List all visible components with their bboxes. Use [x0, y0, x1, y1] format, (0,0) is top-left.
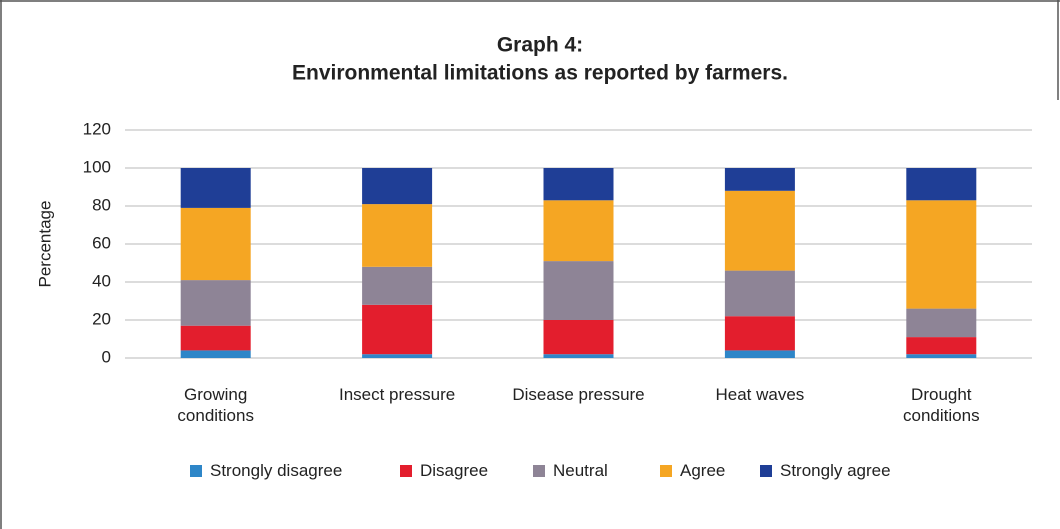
bar-segment: [180, 350, 251, 358]
legend-item: Disagree: [400, 461, 488, 481]
bar-segment: [543, 354, 614, 358]
legend-swatch: [533, 465, 545, 477]
legend-label: Agree: [680, 461, 726, 480]
bar-segment: [543, 168, 614, 201]
y-tick-label: 100: [83, 157, 111, 176]
bar-segment: [906, 354, 977, 358]
bar-segment: [362, 168, 433, 205]
bar-segment: [724, 270, 795, 317]
legend-label: Strongly disagree: [210, 461, 343, 480]
y-tick-label: 60: [92, 233, 111, 252]
x-tick-label: Growing conditions: [177, 385, 254, 425]
bar-segment: [543, 261, 614, 320]
bar-segment: [724, 168, 795, 191]
legend-item: Neutral: [533, 461, 608, 481]
legend-label: Neutral: [553, 461, 608, 480]
y-tick-label: 0: [102, 347, 111, 366]
legend-swatch: [190, 465, 202, 477]
bar-segment: [362, 204, 433, 267]
legend-swatch: [400, 465, 412, 477]
bar-segment: [724, 350, 795, 358]
legend-item: Strongly agree: [760, 461, 891, 481]
chart-title: Graph 4:: [497, 34, 583, 57]
legend-item: Agree: [660, 461, 725, 481]
y-tick-label: 20: [92, 309, 111, 328]
legend-label: Strongly agree: [780, 461, 891, 480]
bar-segment: [906, 200, 977, 309]
bar-segment: [362, 304, 433, 355]
bar-segment: [543, 320, 614, 355]
x-tick-label: Heat waves: [715, 385, 805, 404]
legend-swatch: [760, 465, 772, 477]
bar-segment: [180, 168, 251, 208]
x-tick-label: Insect pressure: [338, 385, 456, 404]
bar-segment: [724, 316, 795, 351]
legend-label: Disagree: [420, 461, 489, 480]
bar-segment: [906, 168, 977, 201]
bar-segment: [180, 280, 251, 326]
y-axis-label: Percentage: [35, 201, 54, 288]
x-tick-label: Disease pressure: [512, 385, 645, 404]
x-tick-label: Drought conditions: [903, 385, 980, 425]
legend-item: Strongly disagree: [190, 461, 342, 481]
bar-segment: [543, 200, 614, 262]
bar-segment: [724, 190, 795, 271]
bar-segment: [906, 337, 977, 355]
y-tick-label: 40: [92, 271, 111, 290]
bar-segment: [180, 207, 251, 281]
y-tick-label: 80: [92, 195, 111, 214]
legend-swatch: [660, 465, 672, 477]
chart-subtitle: Environmental limitations as reported by…: [292, 62, 788, 85]
bar-segment: [362, 266, 433, 305]
bar-segment: [362, 354, 433, 358]
bar-segment: [906, 308, 977, 338]
bar-segment: [180, 325, 251, 351]
y-tick-label: 120: [83, 119, 111, 138]
